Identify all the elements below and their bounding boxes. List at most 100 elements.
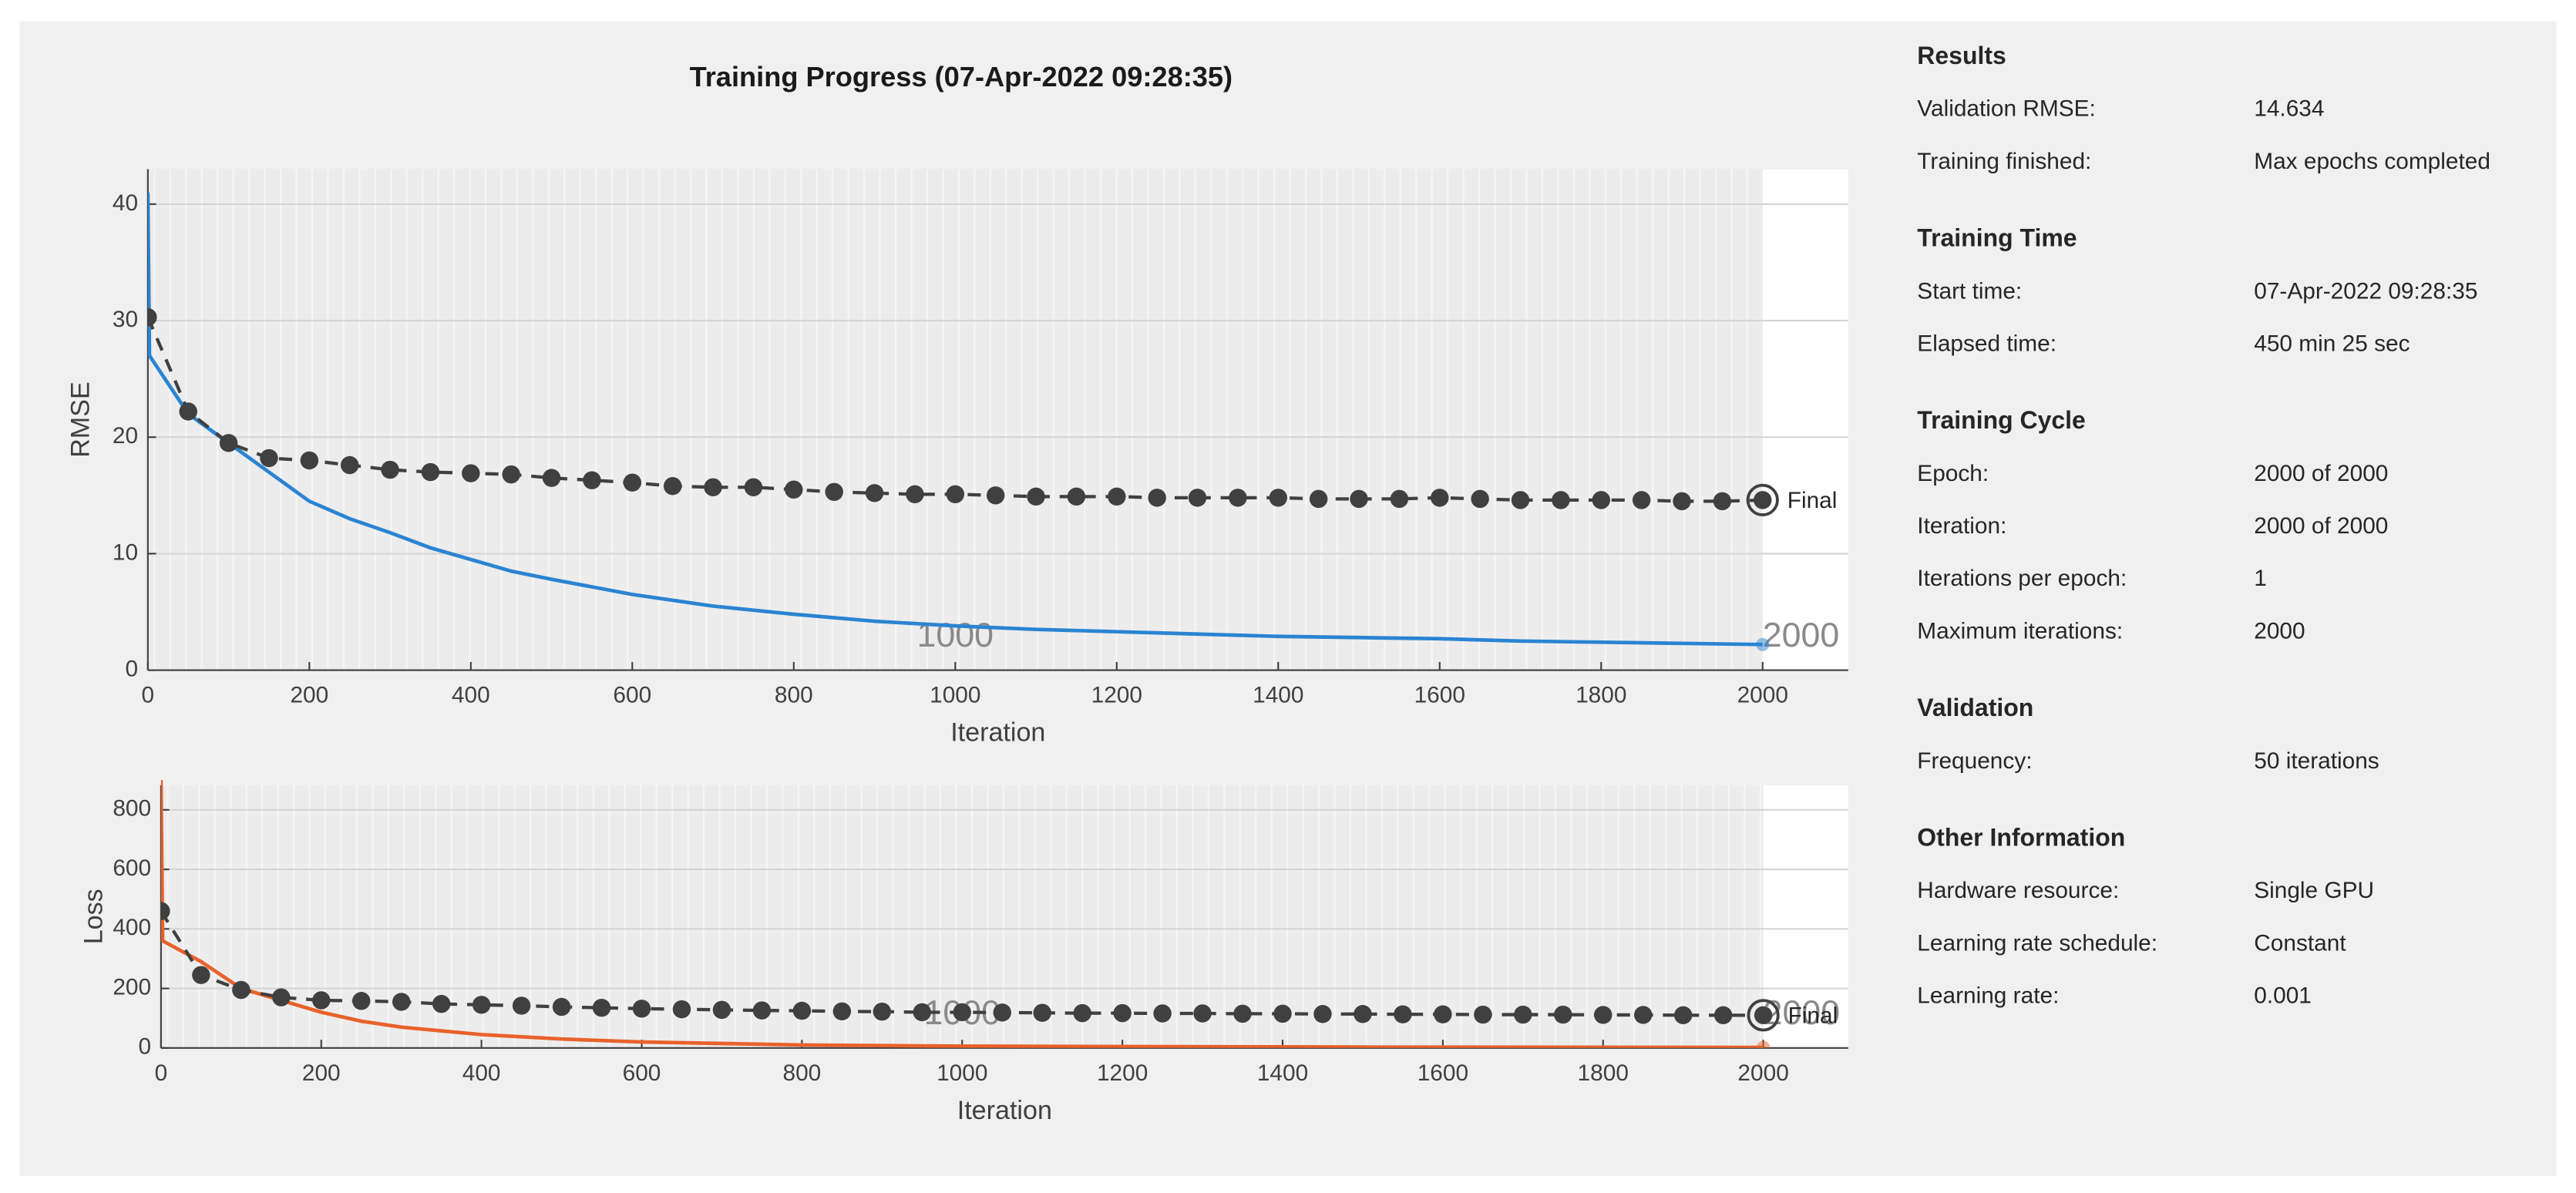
info-value: Max epochs completed — [2254, 149, 2490, 174]
validation-point — [1431, 489, 1449, 507]
validation-point — [592, 998, 611, 1017]
final-marker — [1747, 999, 1780, 1032]
info-value: 0.001 — [2254, 983, 2312, 1009]
validation-point — [232, 980, 251, 1000]
validation-point — [1713, 1006, 1733, 1025]
x-axis-label: Iteration — [950, 718, 1045, 748]
x-tick-label: 1200 — [1091, 683, 1142, 708]
x-tick-label: 200 — [302, 1060, 341, 1086]
validation-point — [1713, 492, 1732, 511]
validation-point — [1394, 1005, 1412, 1023]
validation-point — [312, 991, 331, 1010]
validation-point — [1673, 492, 1691, 511]
validation-point — [502, 465, 520, 484]
validation-point — [1474, 1005, 1492, 1024]
validation-point — [712, 1000, 731, 1020]
validation-point — [785, 480, 803, 499]
validation-point — [1554, 1005, 1572, 1024]
validation-point — [1511, 491, 1530, 509]
validation-point — [1188, 489, 1207, 507]
validation-point — [1633, 1006, 1653, 1024]
validation-point — [1273, 1004, 1292, 1023]
validation-point — [744, 478, 763, 496]
final-label: Final — [1787, 488, 1838, 513]
info-label: Start time: — [1917, 278, 2022, 304]
final-label: Final — [1788, 1003, 1838, 1028]
x-tick-label: 2000 — [1737, 683, 1788, 708]
validation-point — [1269, 489, 1288, 507]
validation-point — [832, 1002, 852, 1021]
y-axis-label: RMSE — [66, 381, 96, 458]
y-axis-label: Loss — [79, 889, 109, 944]
x-tick-label: 0 — [142, 683, 155, 708]
x-tick-label: 1800 — [1576, 683, 1626, 708]
section-heading: Training Time — [1917, 224, 2077, 252]
y-tick-label: 40 — [113, 190, 138, 216]
info-value: 2000 — [2254, 618, 2305, 644]
validation-point — [752, 1001, 772, 1020]
validation-point — [542, 469, 561, 487]
info-panel: Results Validation RMSE: 14.634 Training fi… — [1917, 42, 2490, 1009]
chart: 0 200 400 600 800 0 200 400 600 800 1000 1200 1400 16… — [79, 780, 1848, 1125]
training-line — [160, 780, 1764, 1048]
validation-point — [1754, 491, 1772, 509]
last-training-point — [1757, 1040, 1771, 1048]
x-tick-label: 1800 — [1578, 1060, 1629, 1086]
info-label: Epoch: — [1917, 461, 1989, 486]
info-label: Training finished: — [1917, 149, 2091, 174]
epoch-marker-label: 2000 — [1764, 993, 1841, 1032]
window-title: Training Progress (07-Apr-2022 09:28:35) — [690, 61, 1233, 92]
info-value: 1 — [2254, 566, 2267, 591]
validation-point — [913, 1003, 932, 1022]
validation-point — [147, 307, 157, 327]
x-tick-label: 400 — [452, 683, 490, 708]
validation-point — [472, 996, 491, 1014]
validation-point — [1592, 491, 1610, 509]
validation-point — [865, 484, 884, 502]
validation-point — [583, 471, 601, 489]
validation-point — [906, 485, 924, 504]
info-label: Hardware resource: — [1917, 878, 2119, 903]
info-value: 14.634 — [2254, 96, 2324, 122]
info-value: 07-Apr-2022 09:28:35 — [2254, 278, 2477, 304]
training-line — [147, 192, 1763, 647]
validation-point — [340, 455, 359, 475]
validation-point — [552, 997, 571, 1017]
validation-point — [462, 464, 480, 482]
x-tick-label: 600 — [623, 1060, 661, 1086]
info-value: 450 min 25 sec — [2254, 331, 2410, 356]
validation-point — [1027, 487, 1045, 506]
epoch-marker-label: 1000 — [917, 616, 994, 654]
validation-point — [1754, 1006, 1773, 1025]
x-tick-label: 1600 — [1414, 683, 1465, 708]
section-heading: Validation — [1917, 694, 2033, 721]
y-tick-label: 20 — [113, 423, 138, 449]
x-tick-label: 400 — [462, 1060, 501, 1086]
validation-point — [1350, 489, 1368, 509]
x-tick-label: 1400 — [1253, 683, 1303, 708]
validation-point — [160, 902, 170, 920]
y-tick-label: 200 — [113, 974, 151, 1000]
validation-point — [1673, 1006, 1693, 1025]
section-heading: Results — [1917, 42, 2006, 69]
final-marker — [1746, 483, 1779, 516]
info-value: 2000 of 2000 — [2254, 461, 2388, 486]
x-tick-label: 0 — [155, 1060, 168, 1086]
validation-point — [1632, 491, 1651, 509]
info-label: Validation RMSE: — [1917, 96, 2096, 122]
epoch-shading — [147, 169, 1763, 670]
validation-point — [946, 485, 965, 504]
section-heading: Training Cycle — [1917, 406, 2086, 434]
validation-point — [392, 993, 411, 1011]
validation-point — [1514, 1005, 1532, 1024]
validation-point — [1033, 1003, 1051, 1022]
validation-point — [873, 1002, 892, 1021]
info-value: 50 iterations — [2254, 748, 2379, 774]
y-tick-label: 0 — [125, 656, 138, 681]
info-value: Constant — [2254, 930, 2346, 956]
validation-point — [1471, 489, 1489, 509]
validation-point — [1313, 1005, 1332, 1023]
